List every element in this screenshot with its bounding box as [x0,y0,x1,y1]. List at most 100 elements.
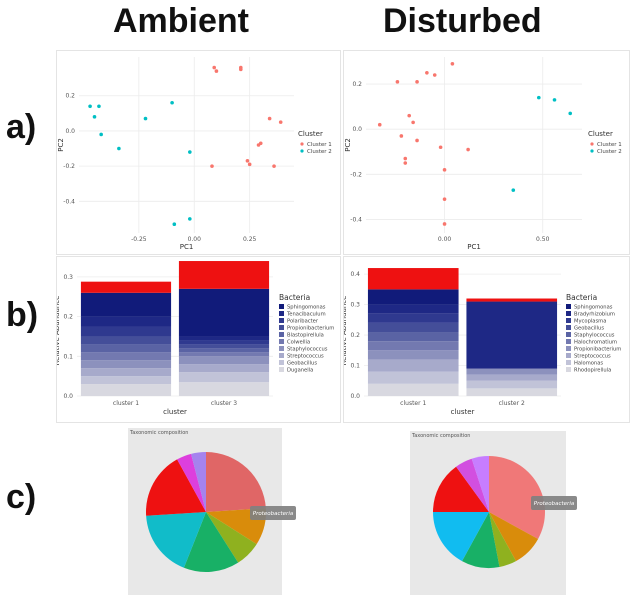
legend-swatch [279,318,284,323]
pie-slice [489,512,516,568]
data-point [258,141,263,146]
data-point [425,70,429,75]
data-point [552,98,557,102]
data-point [432,73,437,77]
bar-segment [80,281,172,293]
panel-a-ambient: 0.2 0.0 -0.2 -0.4 -0.25 0.00 0.25 PC1 PC2 Cluster… [56,50,341,255]
data-point [442,222,447,226]
legend-label: Propionibacterium [574,347,621,353]
y-tick-label: 0.0 [63,393,73,400]
y-tick-label: 0.4 [350,271,360,278]
legend-label: Blastopirellula [287,333,324,339]
bar-segment [367,332,459,342]
y-tick-label: 0.2 [65,93,75,100]
legend-swatch [279,339,284,344]
x-tick-label: cluster 1 [113,400,139,407]
data-point [537,95,541,100]
legend-swatch [566,332,571,337]
bar-segment [178,340,270,345]
bar-segment [367,350,459,360]
y-axis-label: Relative Abundance [344,296,348,366]
bar-segment [80,344,172,353]
legend-swatch [279,304,284,309]
pie-chart-ambient: Taxonomic composition Proteobacteria [128,428,296,595]
y-axis-label: PC2 [344,138,352,152]
pie-slice [471,456,489,512]
bar-segment [367,383,459,396]
bar-segment [178,288,270,337]
data-point [143,116,148,121]
data-point [438,145,443,150]
bar-segment [367,322,459,333]
bar-segment [367,313,459,323]
data-point [403,156,408,161]
bar-segment [367,304,459,314]
x-tick-label: 0.50 [536,236,550,243]
y-tick-label: -0.4 [63,198,75,205]
tooltip-box [250,506,296,520]
bar-segment [80,292,172,317]
legend-label: Sphingomonas [574,305,613,311]
data-point [466,147,470,152]
legend-title: Bacteria [279,293,310,302]
legend-label: Staphylococcus [574,333,615,339]
bar-segment [80,336,172,345]
bar-segment [80,326,172,337]
y-tick-label: 0.0 [352,126,362,133]
data-point [212,65,217,70]
bar-segment [466,380,558,389]
bar-segment [178,356,270,365]
tooltip-label: Proteobacteria [534,501,575,507]
bar-segment [80,368,172,377]
legend-swatch [566,353,571,358]
pie-slice [433,466,489,512]
bar-segment [466,374,558,381]
x-axis-label: PC1 [467,243,481,251]
y-axis-label: PC2 [57,138,65,152]
legend-label: Streptococcus [287,354,324,360]
bar-segment [178,344,270,349]
pie-slice [206,512,257,563]
legend-label: Mycoplasma [574,319,606,325]
bar-segment [466,298,558,302]
x-tick-label: cluster 1 [400,400,426,407]
data-point [272,164,276,168]
y-tick-label: -0.4 [350,216,362,223]
legend-label: Staphylococcus [287,347,328,353]
legend-swatch [566,311,571,316]
pie-slice [489,512,539,562]
bar-segment [178,352,270,357]
legend-label: Polaribacter [287,319,319,325]
y-axis-label: Relative Abundance [57,296,61,366]
legend-marker [300,142,304,146]
data-point [415,138,419,143]
legend-label: Rhodopirellula [574,368,611,374]
y-tick-label: 0.0 [350,393,360,400]
legend-title: Cluster [298,130,323,138]
bar-segment [466,388,558,396]
y-tick-label: 0.0 [65,128,75,135]
legend-label: Halochromatium [574,340,617,346]
bar-segment [367,371,459,384]
y-tick-label: 0.2 [63,314,73,321]
scatter-chart-ambient: 0.2 0.0 -0.2 -0.4 -0.25 0.00 0.25 PC1 PC2 Cluster… [57,57,332,251]
bar-chart-ambient: 0.0 0.1 0.2 0.3 cluster 1 cluster 3 cluster Rel… [57,261,334,416]
bar-chart-disturbed: 0.0 0.1 0.2 0.3 0.4 cluster 1 cluster 2 cluster… [344,265,621,416]
tooltip-box [531,496,577,510]
x-tick-label: 0.00 [188,236,202,243]
bar-segment [80,360,172,369]
data-point [170,100,174,105]
panel-b-disturbed: 0.0 0.1 0.2 0.3 0.4 cluster 1 cluster 2 cluster… [343,256,630,423]
legend-swatch [279,360,284,365]
bar-segment [178,372,270,383]
data-point [568,111,573,116]
x-tick-label: -0.25 [131,236,147,243]
data-point [239,65,243,70]
pie-slice [191,452,206,512]
x-tick-label: 0.25 [243,236,257,243]
data-point [92,115,97,119]
x-axis-label: PC1 [180,243,194,251]
data-point [210,164,214,168]
y-tick-label: 0.1 [350,363,360,370]
y-tick-label: 0.1 [63,353,73,360]
